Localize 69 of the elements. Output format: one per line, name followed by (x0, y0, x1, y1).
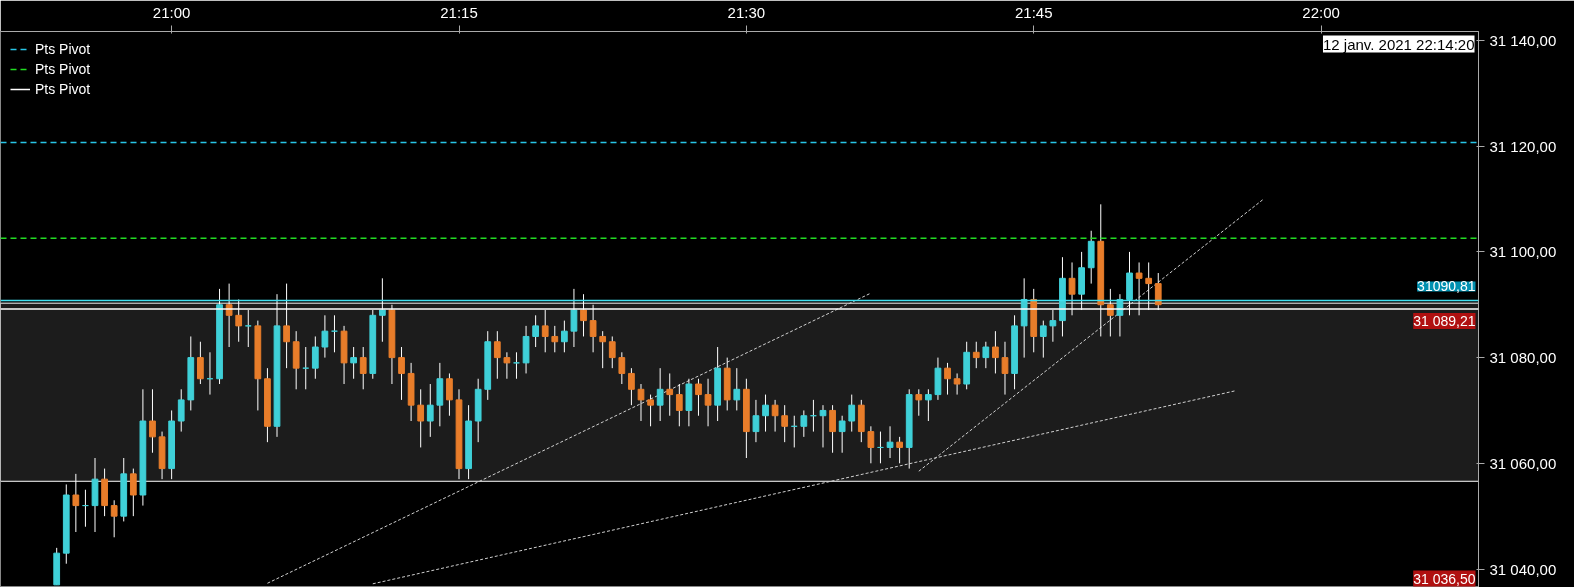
candlestick (781, 404, 789, 443)
candlestick (819, 404, 827, 448)
candlestick (417, 388, 425, 448)
candlestick (972, 341, 980, 369)
y-tick-label: 31 040,00 (1489, 560, 1557, 578)
candlestick (359, 346, 367, 390)
candlestick (398, 346, 405, 401)
candlestick (647, 394, 654, 427)
candlestick (426, 383, 434, 438)
candlestick (896, 436, 903, 464)
candlestick (637, 383, 645, 422)
candlestick (446, 372, 453, 417)
candlestick (886, 425, 894, 459)
candlestick (915, 388, 923, 417)
y-tick-label: 31 120,00 (1489, 137, 1557, 155)
candlestick (1039, 320, 1047, 359)
x-tick-label: 21:00 (152, 3, 191, 21)
candlestick (551, 325, 559, 353)
candlestick (493, 330, 501, 380)
candlestick (695, 378, 702, 417)
candlestick (321, 314, 329, 359)
candlestick (771, 399, 779, 433)
candlestick (733, 367, 741, 411)
candlestick (800, 409, 808, 438)
candlestick (197, 341, 204, 385)
candlestick (992, 330, 999, 374)
candlestick (752, 399, 760, 443)
candlestick (675, 383, 683, 427)
y-tick-label: 31 140,00 (1489, 31, 1557, 49)
x-tick-label: 22:00 (1302, 3, 1340, 21)
candlestick (110, 499, 118, 538)
candlestick (599, 330, 607, 369)
candlestick (149, 388, 156, 454)
candlestick (532, 314, 540, 348)
legend-label: Pts Pivot (35, 81, 91, 97)
candlestick (666, 372, 674, 417)
candlestick (503, 351, 511, 380)
annotation: 31 089,21 (1413, 312, 1476, 329)
candlestick (924, 388, 932, 422)
candlestick (350, 346, 358, 380)
x-tick-label: 21:15 (440, 3, 478, 21)
x-tick-label: 21:30 (727, 3, 766, 21)
candlestick (829, 404, 836, 454)
legend-label: Pts Pivot (35, 41, 91, 57)
annotation: 31 036,50 (1413, 570, 1476, 587)
candlestick (982, 341, 990, 369)
candlestick (867, 425, 875, 464)
annotation: 31090,81 (1417, 278, 1476, 295)
candlestick (704, 378, 712, 427)
candlestick (944, 362, 951, 396)
candlestick (608, 335, 616, 369)
legend-label: Pts Pivot (35, 61, 91, 77)
candlestick (618, 351, 626, 385)
candlestick (953, 372, 961, 396)
candlestick (762, 394, 769, 433)
candlestick (177, 388, 185, 433)
candlestick (1001, 341, 1009, 396)
candlestick (513, 351, 520, 380)
candlestick (628, 367, 635, 406)
candlestick (561, 320, 568, 353)
y-tick-label: 31 100,00 (1489, 243, 1557, 261)
candlestick (311, 335, 319, 380)
annotation: 12 janv. 2021 22:14:20 (1322, 35, 1475, 53)
candlestick (838, 415, 846, 454)
candlestick (656, 367, 664, 422)
y-tick-label: 31 080,00 (1489, 349, 1557, 367)
x-tick-label: 21:45 (1014, 3, 1053, 21)
y-tick-label: 31 060,00 (1489, 454, 1557, 472)
candlestick (848, 394, 856, 433)
